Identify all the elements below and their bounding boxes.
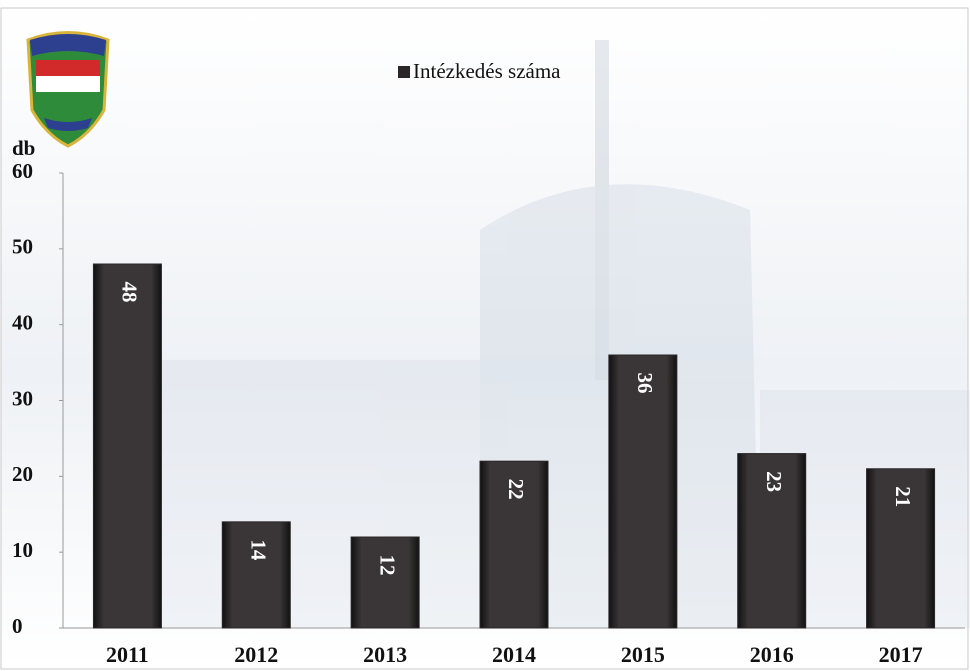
value-label: 36 (633, 373, 657, 394)
x-tick-label: 2011 (106, 642, 149, 667)
y-tick-label: 60 (12, 159, 33, 183)
bar (92, 263, 162, 629)
y-tick-label: 20 (12, 462, 33, 486)
bar (608, 354, 678, 629)
legend-label: Intézkedés száma (413, 59, 561, 83)
bar (350, 536, 420, 629)
bar (221, 521, 291, 629)
y-tick-label: 30 (12, 386, 33, 410)
x-tick-label: 2016 (750, 642, 794, 667)
x-tick-label: 2012 (234, 642, 278, 667)
bar (866, 468, 936, 629)
x-tick-label: 2013 (363, 642, 407, 667)
police-logo (26, 31, 110, 148)
value-label: 14 (246, 539, 270, 561)
value-label: 22 (504, 479, 528, 500)
y-tick-label: 10 (12, 538, 33, 562)
x-tick-label: 2017 (879, 642, 923, 667)
bar (479, 460, 549, 629)
y-tick-label: 40 (12, 310, 33, 334)
value-label: 12 (375, 555, 399, 576)
y-tick-label: 50 (12, 235, 33, 259)
y-axis-label: db (12, 136, 35, 160)
legend-swatch (398, 66, 410, 78)
x-tick-label: 2015 (621, 642, 665, 667)
x-tick-label: 2014 (492, 642, 536, 667)
value-label: 21 (891, 486, 915, 507)
value-label: 23 (762, 471, 786, 492)
bar (737, 453, 807, 629)
y-tick-label: 0 (12, 614, 23, 638)
value-label: 48 (118, 282, 142, 303)
